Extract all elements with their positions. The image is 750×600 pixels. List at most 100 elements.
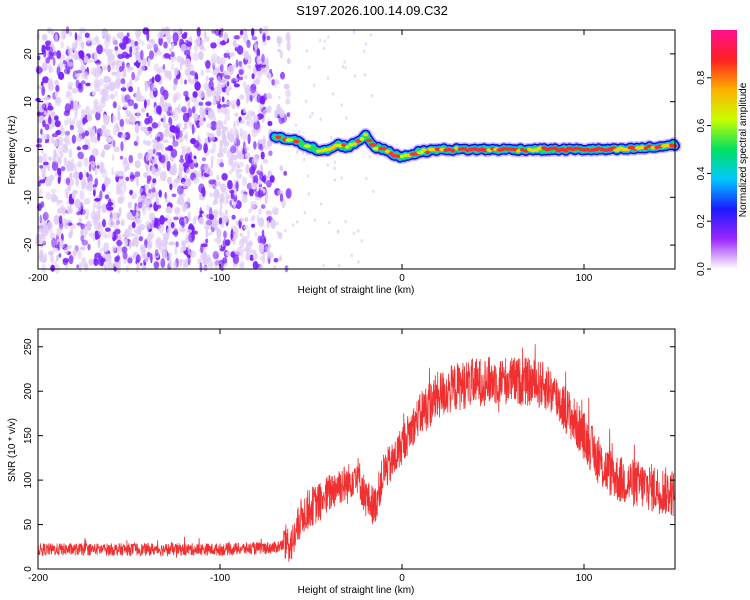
noise-blob: [66, 205, 73, 214]
noise-blob: [266, 92, 272, 100]
noise-blob: [48, 65, 54, 74]
noise-blob: [47, 78, 53, 88]
spectrogram-x-label: Height of straight line (km): [298, 285, 415, 296]
noise-blob: [142, 27, 150, 35]
noise-blob: [133, 102, 138, 110]
noise-blob: [114, 46, 119, 51]
noise-blob: [175, 241, 179, 248]
spectrogram-y-label: Frequency (Hz): [7, 116, 18, 185]
noise-blob: [135, 91, 142, 102]
noise-blob: [256, 48, 261, 58]
noise-blob: [279, 193, 284, 203]
noise-blob: [54, 260, 57, 266]
noise-blob: [114, 90, 118, 97]
noise-blob: [119, 155, 124, 160]
noise-blob: [235, 220, 240, 226]
noise-blob: [141, 127, 148, 132]
noise-blob: [259, 171, 264, 181]
noise-blob: [313, 218, 316, 223]
y-tick-label: -10: [23, 190, 34, 205]
snr-y-label: SNR (10 * v/v): [7, 418, 18, 482]
noise-blob: [258, 103, 264, 110]
noise-blob: [287, 57, 291, 65]
noise-blob: [258, 242, 265, 253]
noise-blob: [253, 120, 261, 130]
noise-blob: [177, 59, 184, 64]
noise-blob: [151, 76, 155, 84]
noise-blob: [166, 121, 171, 129]
noise-blob: [245, 243, 252, 252]
noise-blob: [184, 58, 191, 68]
noise-blob: [118, 207, 122, 217]
noise-blob: [251, 223, 256, 228]
noise-blob: [114, 228, 121, 235]
y-tick-label: 20: [23, 48, 34, 60]
noise-blob: [56, 226, 62, 237]
noise-blob: [203, 143, 208, 154]
noise-blob: [243, 108, 246, 114]
noise-blob: [206, 219, 212, 226]
noise-blob: [210, 42, 217, 49]
noise-blob: [52, 152, 60, 163]
spectrogram-x-ticks: -200 -100 0 100: [28, 30, 593, 284]
noise-blob: [177, 28, 182, 35]
noise-blob: [90, 166, 96, 171]
noise-blob: [328, 220, 331, 225]
x-tick-label: -200: [28, 273, 48, 284]
noise-blob: [232, 39, 237, 48]
noise-blob: [264, 245, 271, 253]
noise-blob: [216, 127, 222, 137]
noise-blob: [76, 264, 80, 269]
colorbar-label: Normalized spectral amplitude: [738, 82, 749, 217]
noise-blob: [219, 162, 225, 168]
noise-blob: [308, 65, 311, 70]
noise-blob: [244, 74, 248, 80]
noise-blob: [147, 241, 153, 250]
noise-blob: [165, 70, 172, 79]
noise-blob: [129, 46, 133, 55]
noise-blob: [353, 74, 357, 78]
noise-blob: [137, 201, 143, 209]
noise-blob: [279, 49, 284, 59]
noise-blob: [160, 258, 166, 269]
noise-blob: [117, 104, 121, 111]
noise-blob: [216, 76, 222, 87]
noise-blob: [103, 38, 111, 47]
noise-blob: [137, 225, 142, 236]
noise-blob: [184, 238, 190, 244]
noise-blob: [122, 180, 127, 187]
noise-blob: [323, 39, 327, 43]
noise-blob: [219, 140, 224, 149]
noise-blob: [265, 57, 269, 67]
noise-blob: [87, 58, 94, 63]
noise-blob: [196, 143, 203, 151]
noise-blob: [187, 99, 191, 110]
noise-blob: [274, 80, 280, 85]
noise-blob: [67, 61, 74, 67]
noise-blob: [141, 107, 147, 113]
noise-blob: [253, 141, 257, 150]
noise-blob: [95, 204, 102, 210]
ridge-hotspot: [551, 146, 559, 150]
noise-blob: [197, 170, 203, 179]
noise-blob: [173, 216, 179, 221]
noise-blob: [307, 192, 310, 196]
noise-blob: [214, 67, 221, 71]
noise-blob: [266, 72, 272, 79]
noise-blob: [280, 71, 285, 80]
noise-blob: [84, 32, 90, 38]
noise-blob: [285, 188, 292, 199]
noise-blob: [245, 252, 251, 261]
noise-blob: [133, 62, 139, 66]
noise-blob: [188, 232, 195, 243]
noise-blob: [223, 119, 227, 125]
noise-blob: [63, 67, 71, 75]
noise-blob: [253, 115, 259, 123]
ridge-hotspot: [643, 146, 649, 151]
noise-blob: [262, 34, 266, 41]
noise-blob: [332, 92, 335, 96]
noise-blob: [247, 133, 251, 145]
noise-blob: [304, 99, 308, 103]
noise-blob: [50, 30, 55, 36]
noise-blob: [226, 66, 229, 76]
